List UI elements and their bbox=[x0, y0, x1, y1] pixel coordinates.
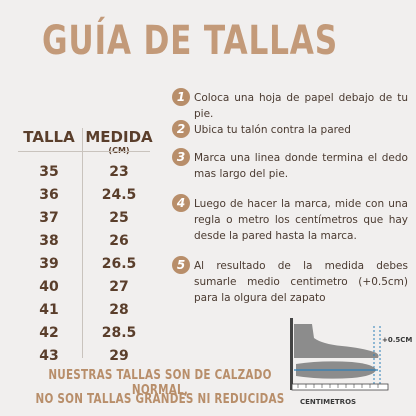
col-header-size: TALLA bbox=[23, 128, 75, 146]
measure-cell: 28 bbox=[109, 301, 129, 318]
col-header-measure: MEDIDA bbox=[85, 128, 153, 146]
table-row: 38 26 bbox=[18, 229, 158, 252]
size-cell: 42 bbox=[39, 324, 59, 341]
step-number-icon: 4 bbox=[172, 194, 190, 212]
size-cell: 37 bbox=[39, 209, 59, 226]
size-cell: 43 bbox=[39, 347, 59, 364]
table-header: TALLA MEDIDA bbox=[18, 124, 158, 146]
table-row: 40 27 bbox=[18, 275, 158, 298]
step-text: Coloca una hoja de papel debajo de tu pi… bbox=[194, 92, 408, 120]
table-row: 37 25 bbox=[18, 206, 158, 229]
ruler bbox=[291, 383, 389, 391]
measure-cell: 25 bbox=[109, 209, 129, 226]
size-cell: 38 bbox=[39, 232, 59, 249]
size-cell: 40 bbox=[39, 278, 59, 295]
foot-measure-illustration: +0.5CM CENTIMETROS bbox=[282, 318, 412, 414]
measure-cell: 27 bbox=[109, 278, 129, 295]
size-cell: 35 bbox=[39, 163, 59, 180]
table-divider-horizontal bbox=[18, 151, 150, 152]
table-divider-vertical bbox=[82, 128, 83, 358]
size-table: TALLA MEDIDA (CM) 35 23 36 24.5 37 25 38 26 39 26… bbox=[18, 124, 158, 367]
measure-cell: 23 bbox=[109, 163, 129, 180]
step-text: Al resultado de la medida debes sumarle … bbox=[194, 260, 408, 304]
size-cell: 41 bbox=[39, 301, 59, 318]
wall-line bbox=[290, 318, 293, 390]
measure-unit: (CM) bbox=[108, 146, 130, 155]
instruction-step: 3 Marca una linea donde termina el dedo m… bbox=[172, 148, 408, 182]
table-row: 41 28 bbox=[18, 298, 158, 321]
step-text: Luego de hacer la marca, mide con una re… bbox=[194, 198, 408, 242]
step-text: Ubica tu talón contra la pared bbox=[194, 124, 351, 136]
step-number-icon: 5 bbox=[172, 256, 190, 274]
step-number-icon: 2 bbox=[172, 120, 190, 138]
size-cell: 36 bbox=[39, 186, 59, 203]
footer-note-line2: NO SON TALLAS GRANDES NI REDUCIDAS bbox=[35, 392, 285, 407]
table-rows: 35 23 36 24.5 37 25 38 26 39 26.5 40 27 41 28 42 28.5 43… bbox=[18, 160, 158, 367]
table-row: 35 23 bbox=[18, 160, 158, 183]
measure-cell: 28.5 bbox=[101, 324, 137, 341]
step-text: Marca una linea donde termina el dedo ma… bbox=[194, 152, 408, 180]
measure-cell: 26 bbox=[109, 232, 129, 249]
size-cell: 39 bbox=[39, 255, 59, 272]
instruction-step: 5 Al resultado de la medida debes sumarle… bbox=[172, 256, 408, 306]
table-row: 42 28.5 bbox=[18, 321, 158, 344]
ruler-ticks bbox=[297, 384, 379, 388]
instruction-step: 2 Ubica tu talón contra la pared bbox=[172, 120, 408, 138]
page-title: GUÍA DE TALLAS bbox=[42, 18, 338, 64]
measure-cell: 26.5 bbox=[101, 255, 137, 272]
ruler-label: CENTIMETROS bbox=[300, 398, 356, 406]
plus-half-cm-label: +0.5CM bbox=[382, 336, 412, 344]
foot-side-icon bbox=[294, 324, 379, 358]
instruction-step: 4 Luego de hacer la marca, mide con una r… bbox=[172, 194, 408, 244]
step-number-icon: 3 bbox=[172, 148, 190, 166]
footer-note-line1: NUESTRAS TALLAS SON DE CALZADO NORMAL, bbox=[48, 368, 272, 398]
step-number-icon: 1 bbox=[172, 88, 190, 106]
measure-cell: 29 bbox=[109, 347, 129, 364]
measure-cell: 24.5 bbox=[101, 186, 137, 203]
table-row: 43 29 bbox=[18, 344, 158, 367]
table-row: 39 26.5 bbox=[18, 252, 158, 275]
table-row: 36 24.5 bbox=[18, 183, 158, 206]
instruction-step: 1 Coloca una hoja de papel debajo de tu p… bbox=[172, 88, 408, 122]
